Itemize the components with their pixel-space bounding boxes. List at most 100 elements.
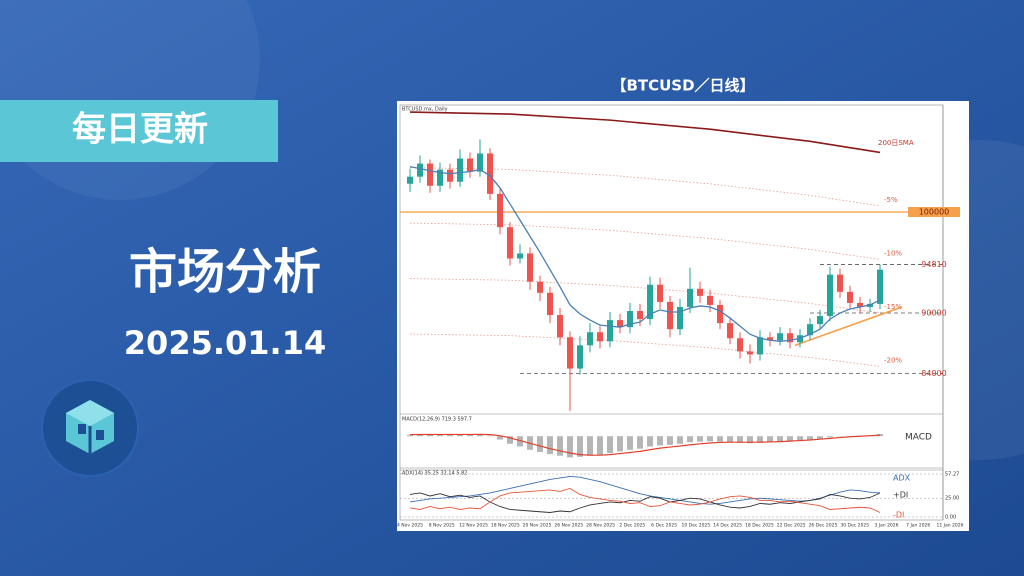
macd-bar [507, 436, 513, 444]
candle-body [447, 169, 453, 182]
macd-bar [627, 436, 633, 450]
tag-banner [0, 100, 278, 162]
adx-header: ADX(14) 35.25 32.14 5.82 [402, 471, 468, 477]
adx-line [409, 476, 881, 505]
candle-body [647, 284, 653, 320]
candle-body [807, 324, 813, 336]
level-label: 94810 [921, 260, 946, 269]
candle-body [407, 176, 413, 184]
macd-bar [767, 436, 773, 443]
candle-body [607, 320, 613, 342]
candle-body [857, 302, 863, 307]
date: 2025.01.14 [124, 324, 326, 362]
band-label: -5% [884, 196, 898, 204]
x-tick-label: 2 Dec 2025 [619, 523, 645, 529]
macd-bar [747, 436, 753, 444]
macd-bar [447, 435, 453, 437]
candle-body [487, 153, 493, 194]
macd-bar [647, 436, 653, 447]
candle-body [517, 253, 523, 259]
candle-body [737, 338, 743, 352]
macd-bar [487, 435, 493, 437]
candle-body [417, 163, 423, 177]
candle-body [717, 304, 723, 324]
x-tick-label: 20 Nov 2025 [523, 523, 552, 529]
macd-bar [437, 434, 443, 437]
macd-bar [707, 436, 713, 442]
candle-body [767, 337, 773, 341]
macd-bar [697, 436, 703, 442]
headline: 市场分析 [129, 244, 321, 300]
adx-legend: ADX [893, 474, 911, 483]
macd-bar [597, 436, 603, 455]
macd-signal [409, 433, 881, 456]
x-tick-label: 14 Dec 2025 [713, 523, 742, 529]
x-tick-label: 26 Nov 2025 [554, 523, 583, 529]
adx-legend: -DI [893, 511, 904, 520]
candle-body [747, 351, 753, 355]
candle-body [587, 332, 593, 346]
candle-body [657, 284, 663, 302]
macd-bar [637, 436, 643, 449]
level-label: 84000 [921, 369, 946, 378]
adx-tick-label: 0.00 [945, 515, 956, 521]
level-label: 90000 [921, 309, 946, 318]
candle-body [497, 193, 503, 228]
candle-body [837, 274, 843, 292]
macd-bar [497, 436, 503, 440]
trend-line [794, 306, 903, 347]
macd-bar [687, 436, 693, 443]
x-tick-label: 18 Dec 2025 [745, 523, 774, 529]
adx-line [409, 492, 881, 513]
x-tick-label: 22 Dec 2025 [777, 523, 806, 529]
candle-body [627, 311, 633, 328]
logo [41, 379, 139, 477]
x-tick-label: 28 Nov 2025 [586, 523, 615, 529]
x-tick-label: 7 Jan 2026 [906, 523, 930, 529]
band-label: -15% [884, 303, 902, 311]
candle-body [847, 291, 853, 303]
macd-bar [577, 436, 583, 457]
macd-bar [657, 436, 663, 446]
macd-bar [727, 436, 733, 443]
x-tick-label: 4 Nov 2025 [397, 523, 423, 529]
candle-body [507, 227, 513, 259]
adx-tick-label: 25.00 [945, 496, 959, 502]
x-tick-label: 11 Jan 2026 [937, 523, 964, 529]
macd-bar [677, 436, 683, 444]
macd-bar [557, 436, 563, 456]
adx-tick-label: 57.27 [945, 472, 959, 478]
macd-bar [737, 436, 743, 443]
macd-bar [467, 434, 473, 437]
x-tick-label: 26 Dec 2025 [809, 523, 838, 529]
candle-body [557, 315, 563, 338]
tag: 每日更新 [72, 110, 208, 150]
band-label: -10% [884, 249, 902, 257]
candle-body [477, 153, 483, 172]
macd-label: MACD [905, 433, 932, 443]
macd-bar [517, 436, 523, 447]
candle-body [877, 269, 883, 304]
x-tick-label: 12 Nov 2025 [459, 523, 488, 529]
macd-bar [797, 436, 803, 441]
macd-bar [457, 434, 463, 437]
candle-body [817, 316, 823, 325]
candle-body [547, 292, 553, 316]
level-box [908, 207, 960, 218]
macd-bar [607, 436, 613, 454]
macd-bar [667, 436, 673, 445]
candle-body [527, 253, 533, 282]
candle-body [727, 323, 733, 339]
adx-line [409, 487, 881, 513]
x-tick-label: 6 Dec 2025 [651, 523, 677, 529]
candle-body [777, 333, 783, 341]
sma200-label: 200日SMA [878, 139, 914, 147]
x-tick-label: 3 Jan 2026 [874, 523, 898, 529]
candle-body [697, 288, 703, 296]
level-label: 100000 [919, 208, 950, 217]
candle-body [427, 163, 433, 186]
candle-body [537, 281, 543, 293]
candle-body [467, 158, 473, 172]
candle-body [757, 337, 763, 355]
